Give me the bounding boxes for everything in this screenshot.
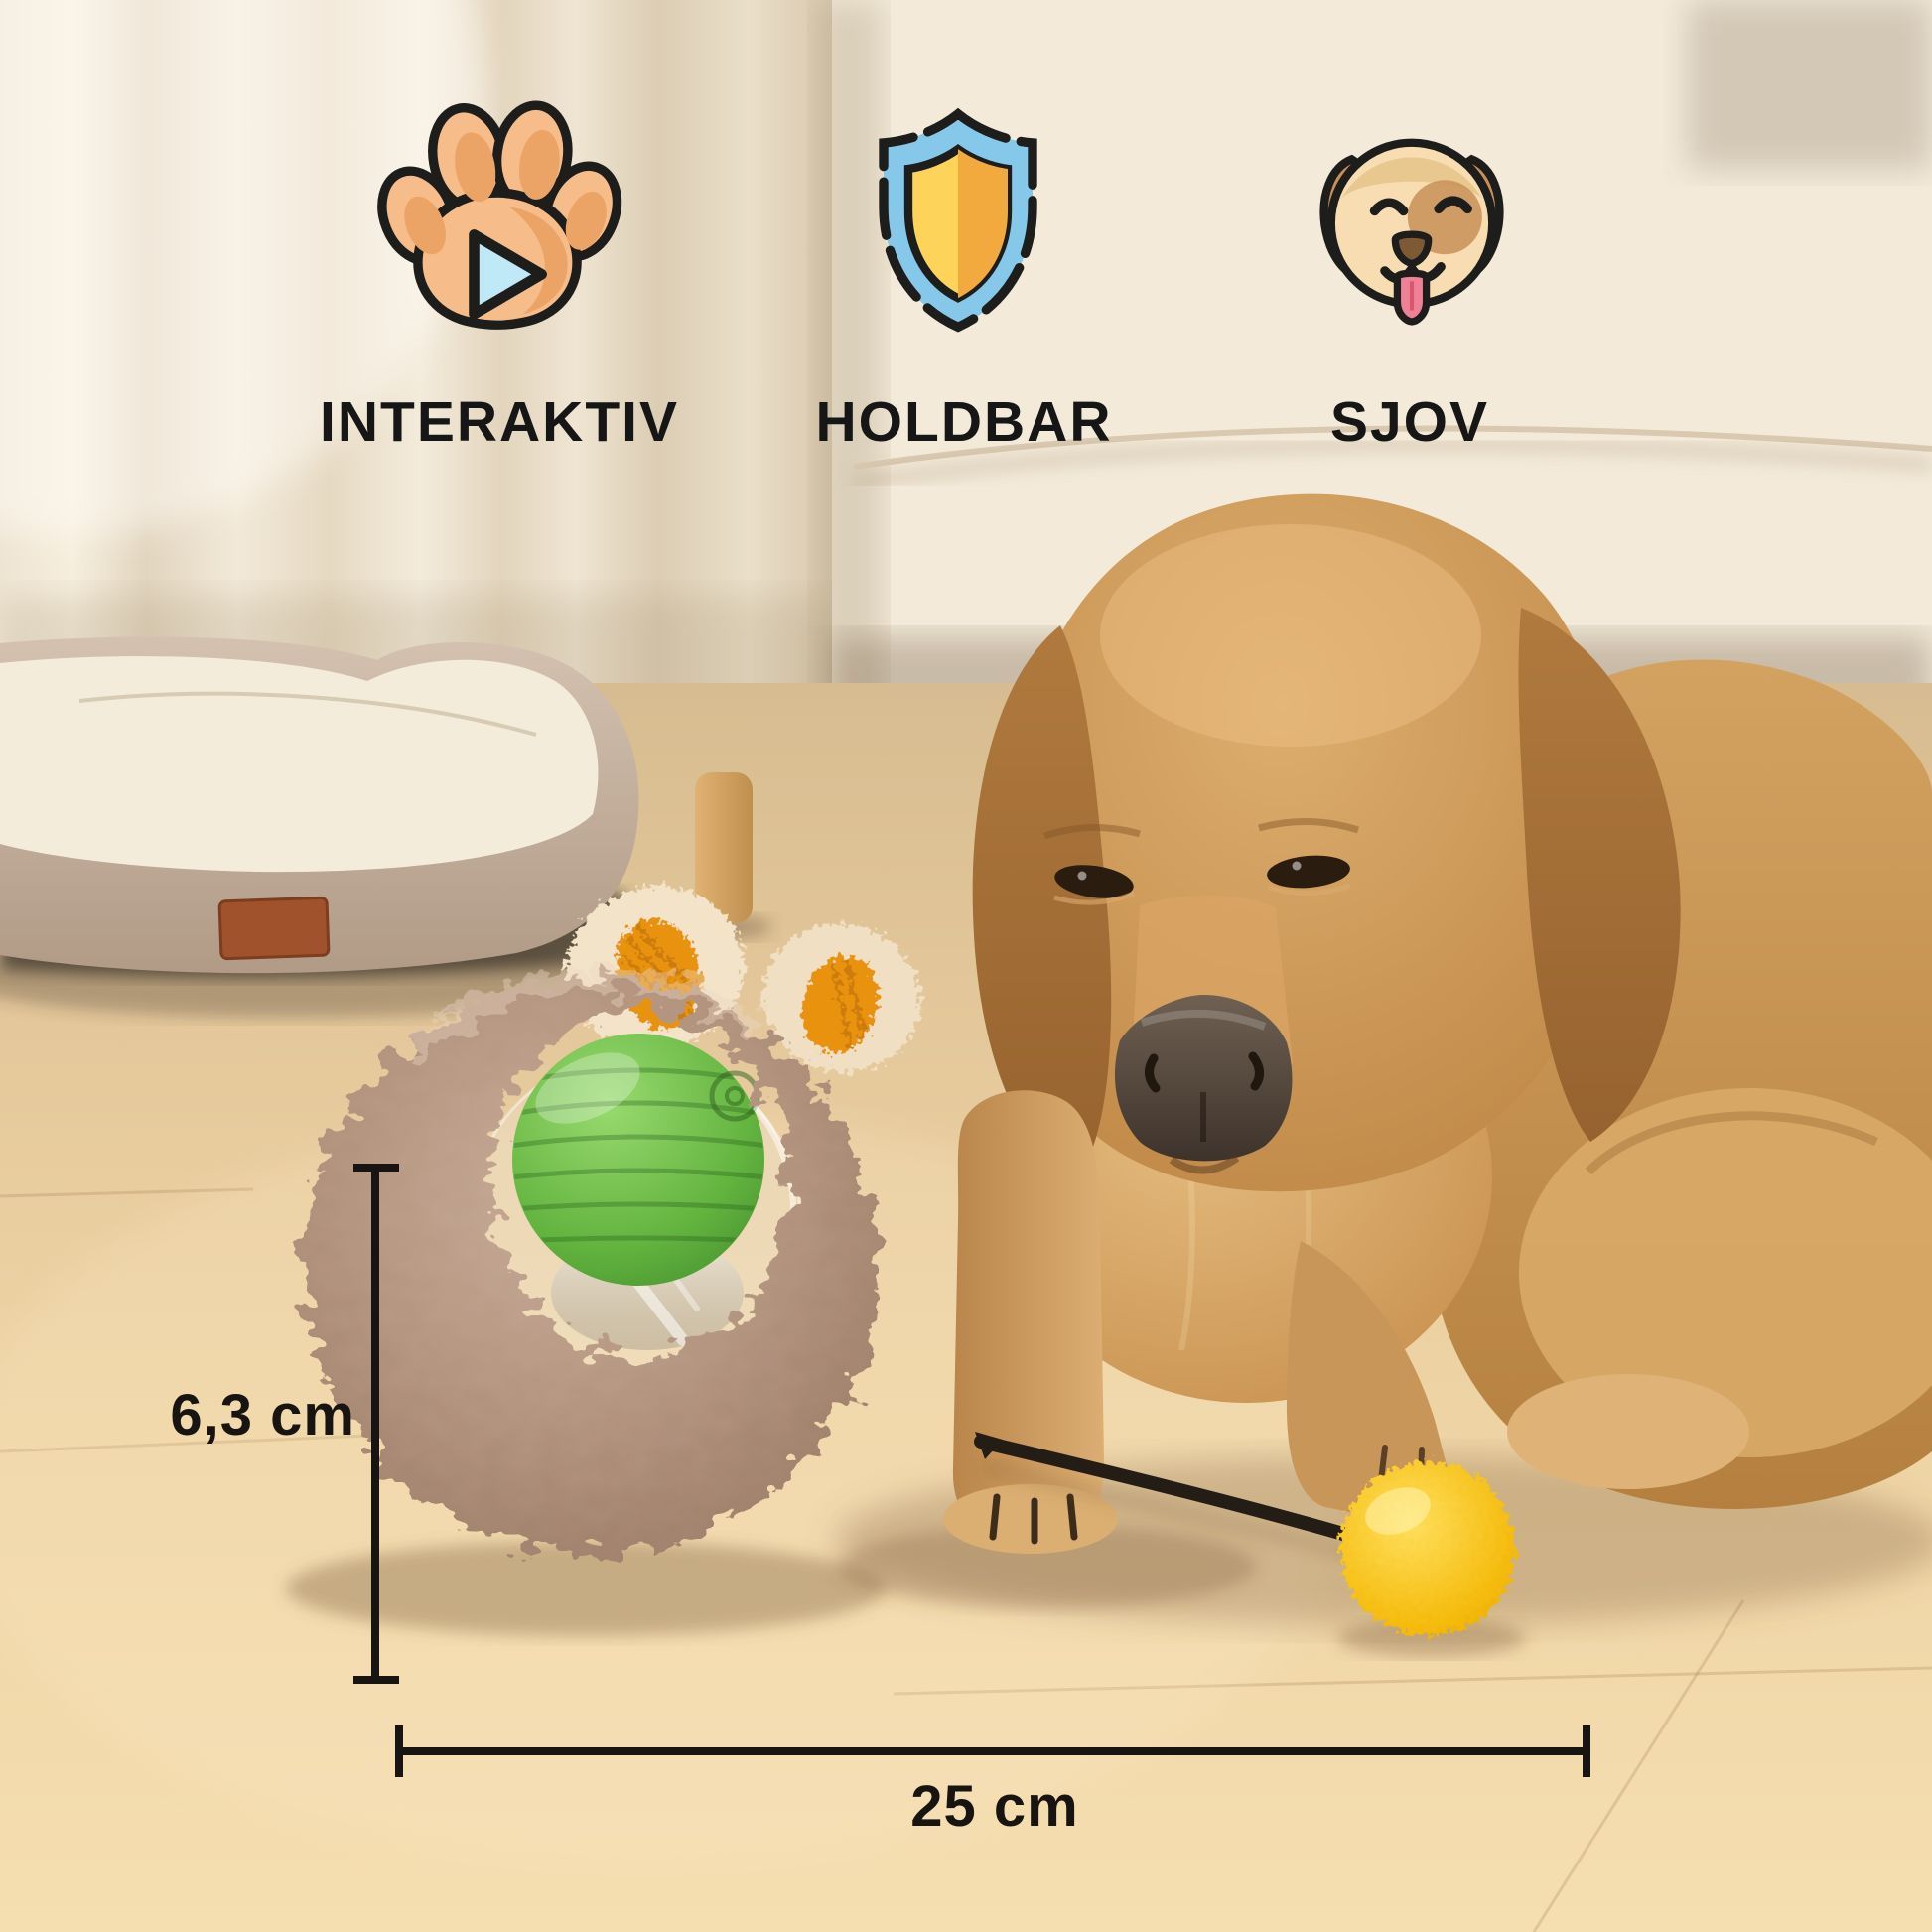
badge-label-interaktiv: INTERAKTIV (320, 390, 679, 454)
dog-bed-tag (217, 896, 331, 961)
toy-rod (974, 1435, 1367, 1546)
dog-right-ear (1518, 608, 1681, 1142)
height-dimension-cap-top (353, 1164, 399, 1172)
toy-shadow (286, 1541, 886, 1636)
dog-left-ear (972, 625, 1112, 1181)
toy-right-ear (762, 923, 921, 1072)
dog-hind-paw (1507, 1374, 1749, 1489)
length-dimension-line (399, 1747, 1588, 1755)
dog-face-icon (1319, 138, 1504, 326)
dog-front-right-leg (943, 1090, 1118, 1554)
golden-retriever (943, 493, 1932, 1554)
toy-green-ball (512, 1034, 764, 1286)
length-dimension-label: 25 cm (910, 1774, 1079, 1839)
pompom-shadow (1337, 1619, 1526, 1657)
toy-ball-logo (709, 1070, 760, 1122)
dog-head (972, 493, 1681, 1192)
plush-ring-toy (286, 886, 921, 1636)
badge-label-holdbar: HOLDBAR (815, 390, 1113, 454)
height-dimension-line (371, 1168, 379, 1680)
dog-bed-cushion (0, 656, 599, 873)
play-icon (469, 229, 547, 320)
toy-rod-and-pompom (974, 1432, 1526, 1657)
height-dimension-label: 6,3 cm (170, 1383, 355, 1448)
toy-fur-ring (303, 978, 880, 1554)
length-dimension-tick-left (395, 1725, 403, 1777)
height-dimension-cap-bottom (353, 1676, 399, 1684)
dog-bed (0, 636, 639, 1018)
shield-icon (879, 107, 1037, 333)
length-dimension-tick-right (1583, 1725, 1590, 1777)
dog-hind-leg (1519, 1088, 1932, 1457)
badge-label-sjov: SJOV (1329, 390, 1490, 454)
dog-left-eye (1054, 865, 1134, 898)
dog-right-eye (1267, 855, 1350, 889)
pompom-ball (1340, 1461, 1515, 1636)
dog-nose (1114, 995, 1293, 1162)
paw-play-icon (377, 100, 622, 330)
